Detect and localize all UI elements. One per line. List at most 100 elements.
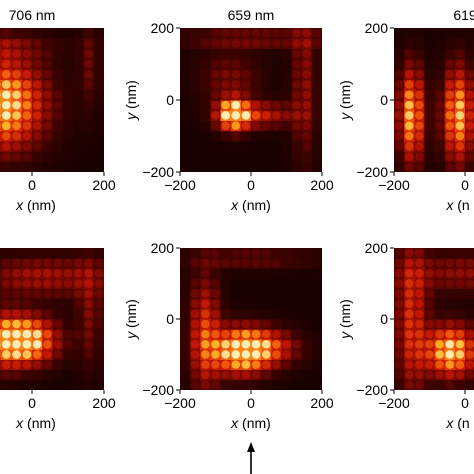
panel-title: 619 [453,7,474,23]
heatmap-cell [190,100,201,111]
heatmap-dot [272,350,281,359]
heatmap-cell [230,141,242,152]
heatmap-cell [301,319,313,330]
heatmap-dot [404,309,414,319]
heatmap-dot [12,360,21,369]
heatmap-cell [0,369,2,381]
heatmap-cell [83,359,95,371]
heatmap-dot [272,100,281,110]
heatmap-cell [0,288,2,300]
heatmap-dot [404,248,414,258]
heatmap-dot [302,59,312,69]
heatmap-cell [62,79,74,91]
y-tick-label: −200 [356,382,388,398]
heatmap-dot [201,380,210,390]
heatmap-dot [455,70,465,79]
heatmap-dot [211,340,220,349]
heatmap-dot [12,39,21,48]
heatmap-cell [301,258,313,269]
heatmap-cell [301,161,313,172]
heatmap-dot [231,329,241,339]
heatmap-cell [42,248,53,259]
heatmap-cell [180,278,191,289]
heatmap-cell [32,161,43,172]
heatmap-dot [251,360,261,369]
heatmap-cell [73,120,84,132]
heatmap-cell [291,268,303,279]
heatmap-dot [73,269,83,278]
heatmap-cell [394,151,405,163]
heatmap-dot [282,340,291,349]
heatmap-dot [1,80,11,89]
heatmap-cell [281,79,292,91]
heatmap-dot [190,299,200,309]
heatmap-cell [62,58,74,70]
heatmap-cell [394,38,405,49]
heatmap-cell [210,151,221,163]
heatmap-dot [84,69,93,79]
heatmap-cell [73,141,84,152]
heatmap-cell [73,161,84,172]
heatmap-dot [190,258,200,268]
heatmap-dot [272,258,281,268]
heatmap-dot [415,248,424,258]
heatmap-dot [435,131,444,141]
heatmap-cell [93,130,104,142]
heatmap-panel: 0 200 x (nm) [0,248,116,431]
heatmap-dot [445,329,455,339]
heatmap-cell [311,298,322,310]
heatmap-cell [11,161,23,172]
heatmap-dot [32,80,42,89]
heatmap-cell [93,339,104,350]
heatmap-dot [211,370,220,380]
heatmap-dot [241,350,251,359]
y-tick-label: −200 [142,164,174,180]
heatmap-dot [241,80,251,89]
heatmap-cell [180,248,191,259]
heatmap-cell [52,69,64,80]
heatmap-dot [394,350,404,359]
heatmap-dot [43,258,52,268]
heatmap-cell [190,130,201,142]
heatmap-cell [311,79,322,91]
heatmap-dot [94,289,104,298]
heatmap-dot [12,90,21,100]
heatmap-cell [301,329,313,340]
heatmap-dot [394,279,404,288]
heatmap-cell [180,58,191,70]
heatmap-cell [311,369,322,381]
heatmap-dot [404,319,414,329]
heatmap-cell [200,110,211,121]
y-tick-label: 200 [365,240,389,256]
heatmap-dot [455,258,465,268]
heatmap-cell [52,141,64,152]
heatmap-cell [220,48,232,60]
heatmap-cell [73,349,84,360]
heatmap-cell [230,151,242,163]
heatmap-cell [311,120,322,132]
heatmap-cell [52,151,64,163]
heatmap-cell [93,329,104,340]
heatmap-cell [251,69,262,80]
heatmap-cell [271,379,282,390]
heatmap-dot [211,299,220,309]
heatmap-dot [22,152,32,161]
heatmap-dot [455,59,465,69]
heatmap-cell [301,298,313,310]
heatmap-cell [93,369,104,381]
heatmap-cell [180,268,191,279]
heatmap-cell [1,379,12,390]
heatmap-dot [282,360,291,369]
heatmap-cell [83,130,95,142]
heatmap-cell [0,349,2,360]
heatmap-dot [394,131,404,141]
heatmap-cell [261,278,272,289]
heatmap-dot [1,49,11,59]
heatmap-dot [43,131,52,141]
heatmap-dot [404,162,414,172]
heatmap-dot [231,90,241,100]
heatmap-cell [444,38,456,49]
heatmap-dot [22,111,32,120]
heatmap-dot [94,309,104,319]
heatmap-dot [53,90,63,100]
